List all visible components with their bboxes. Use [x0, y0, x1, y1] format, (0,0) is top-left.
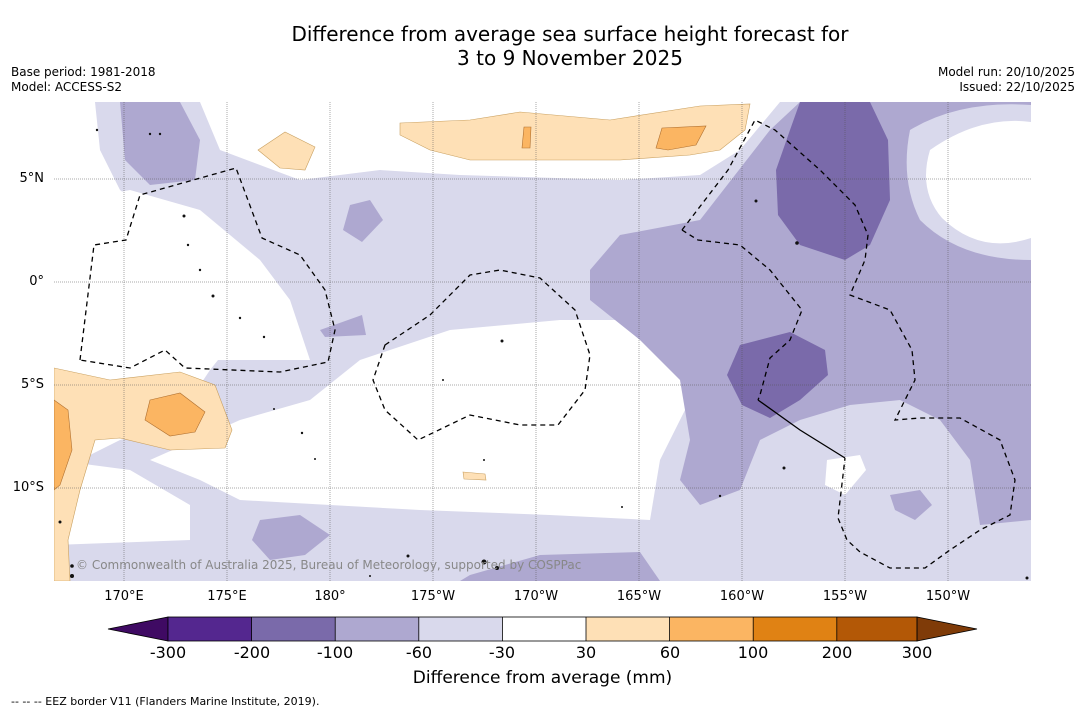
eez-borders: [79, 119, 1016, 569]
lon-label: 175°E: [207, 589, 247, 604]
colorbar-tick: 100: [737, 643, 769, 662]
colorbar-tick: 300: [901, 643, 933, 662]
lat-label: 5°N: [19, 171, 45, 186]
colorbar-min-arrow: [107, 616, 169, 642]
colorbar-tick: -60: [405, 643, 433, 662]
colorbar-tick: 60: [659, 643, 681, 662]
lon-label: 160°W: [719, 589, 765, 604]
colorbar-max-arrow: [916, 616, 978, 642]
base-period: Base period: 1981-2018: [11, 65, 156, 79]
colorbar-tick: 200: [821, 643, 853, 662]
lon-label: 180°: [314, 589, 346, 604]
map-contours: [54, 102, 1031, 581]
lat-label: 5°S: [20, 377, 44, 392]
colorbar-tick: -200: [233, 643, 271, 662]
lon-label: 175°W: [410, 589, 456, 604]
lon-label: 165°W: [616, 589, 662, 604]
eez-legend: -- -- -- EEZ border V11 (Flanders Marine…: [11, 695, 320, 708]
colorbar-tick: -300: [149, 643, 187, 662]
colorbar: [107, 616, 978, 642]
colorbar-label: Difference from average (mm): [412, 668, 673, 688]
lat-label: 10°S: [12, 480, 44, 495]
model-run: Model run: 20/10/2025: [937, 65, 1075, 79]
islands: [58, 128, 1029, 580]
colorbar-tick: -30: [488, 643, 516, 662]
copyright-notice: © Commonwealth of Australia 2025, Bureau…: [76, 558, 582, 572]
lon-label: 150°W: [925, 589, 971, 604]
model-name: Model: ACCESS-S2: [11, 80, 123, 94]
lat-label: 0°: [29, 274, 44, 289]
title-line-2: 3 to 9 November 2025: [457, 46, 683, 70]
colorbar-tick: 30: [575, 643, 597, 662]
title-line-1: Difference from average sea surface heig…: [291, 22, 849, 46]
issued-date: Issued: 22/10/2025: [959, 80, 1075, 94]
eez-solid-segment: [757, 399, 846, 459]
lon-label: 170°W: [513, 589, 559, 604]
lon-label: 155°W: [822, 589, 868, 604]
colorbar-tick: -100: [316, 643, 354, 662]
lon-label: 170°E: [104, 589, 144, 604]
